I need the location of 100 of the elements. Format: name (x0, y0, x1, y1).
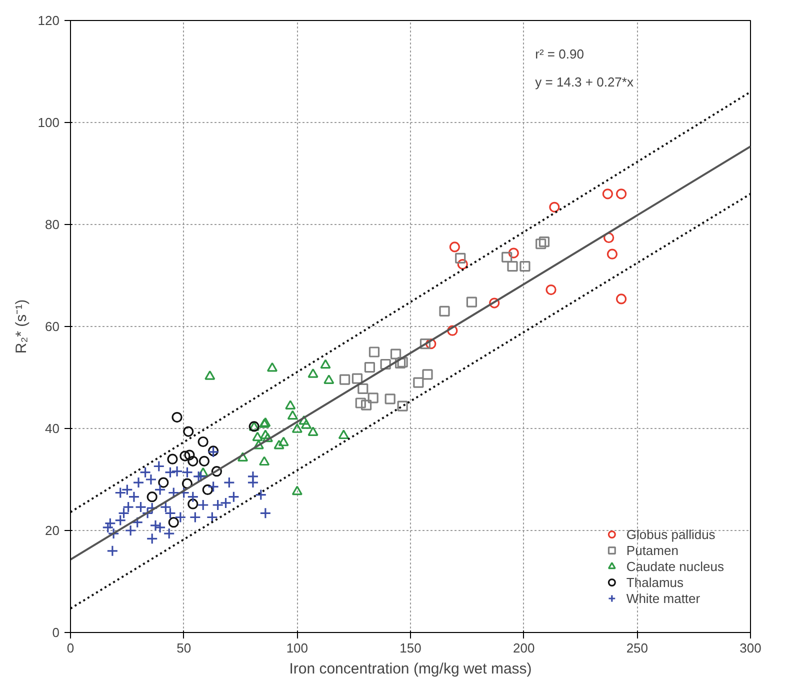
point (168, 517, 179, 528)
point (420, 338, 431, 350)
point (358, 383, 368, 394)
point (549, 202, 560, 212)
point (320, 359, 331, 369)
point (308, 426, 318, 436)
point (426, 338, 436, 350)
point (146, 492, 158, 502)
y-axis-title: R₂* (s⁻¹) (12, 299, 30, 354)
point (253, 440, 264, 450)
y-tick-label: 0 (52, 625, 60, 640)
point (507, 261, 518, 272)
legend-label: Putamen (626, 542, 678, 558)
point (172, 412, 182, 423)
point (397, 400, 408, 412)
point (520, 261, 530, 272)
point (164, 507, 176, 519)
x-tick-label: 150 (400, 640, 422, 656)
point (237, 452, 248, 462)
point (104, 518, 116, 530)
point (355, 398, 366, 408)
point (546, 284, 556, 296)
y-tick-label: 80 (45, 217, 60, 232)
point (364, 362, 375, 373)
point (380, 358, 391, 370)
point (449, 242, 460, 252)
point (502, 252, 512, 262)
point (604, 232, 614, 244)
x-tick-label: 200 (512, 640, 535, 656)
point (285, 400, 296, 410)
point (160, 501, 172, 513)
point (178, 486, 190, 499)
x-tick-label: 0 (66, 640, 74, 656)
point (274, 440, 284, 450)
point (352, 373, 363, 384)
point (208, 480, 220, 492)
point (262, 432, 273, 442)
point (616, 294, 627, 304)
point (489, 298, 500, 308)
point (202, 484, 213, 495)
point (154, 484, 166, 496)
point (182, 478, 193, 489)
legend-label: White matter (626, 590, 700, 606)
point (134, 501, 147, 513)
point (132, 476, 144, 488)
y-tick-label: 120 (38, 13, 60, 28)
point (197, 499, 209, 511)
point (158, 477, 169, 488)
x-tick-label: 300 (740, 640, 762, 656)
point (206, 511, 218, 524)
point (466, 296, 477, 308)
point (124, 524, 136, 536)
point (204, 370, 216, 380)
point (260, 430, 271, 440)
point (390, 348, 402, 360)
point (167, 454, 178, 464)
point (422, 369, 433, 380)
legend-label: Globus pallidus (626, 526, 716, 542)
y-tick-label: 100 (38, 115, 60, 130)
annotation: y = 14.3 + 0.27*x (535, 74, 634, 90)
y-tick-label: 20 (45, 523, 60, 538)
point (198, 456, 210, 466)
point (455, 252, 466, 264)
point (128, 491, 140, 503)
point (413, 377, 424, 388)
point (384, 394, 396, 404)
legend-label: Thalamus (626, 574, 684, 590)
point (292, 486, 302, 496)
point (106, 545, 118, 557)
point (192, 470, 204, 482)
point (198, 436, 208, 448)
y-tick-label: 60 (45, 319, 60, 334)
point (108, 528, 120, 540)
x-axis-title: Iron concentration (mg/kg wet mass) (289, 660, 532, 678)
point (266, 362, 278, 372)
point (602, 188, 613, 200)
point (260, 507, 272, 519)
point (174, 511, 186, 524)
point (298, 415, 310, 425)
point (252, 432, 263, 442)
point (132, 516, 144, 528)
point (188, 498, 198, 510)
point (536, 238, 546, 250)
y-tick-label: 40 (45, 421, 60, 436)
point (361, 400, 372, 410)
point (300, 419, 312, 429)
point (439, 306, 450, 316)
point (247, 476, 259, 488)
point (368, 392, 378, 404)
point (212, 499, 224, 511)
point (278, 436, 289, 446)
point (184, 450, 195, 460)
point (198, 467, 208, 477)
legend-label: Caudate nucleus (626, 558, 724, 574)
point (223, 476, 235, 488)
point (211, 466, 222, 477)
point (171, 466, 183, 478)
point (168, 486, 180, 499)
point (606, 248, 618, 260)
point (508, 248, 519, 258)
